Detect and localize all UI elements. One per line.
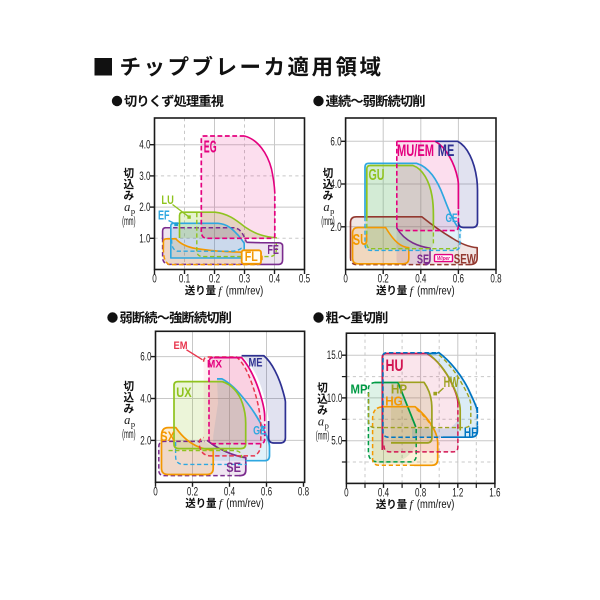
svg-text:f: f <box>409 497 414 511</box>
svg-text:0.2: 0.2 <box>187 487 198 499</box>
svg-text:0.8: 0.8 <box>490 274 501 286</box>
svg-text:2.0: 2.0 <box>140 435 151 447</box>
svg-text:ME: ME <box>438 141 455 160</box>
svg-text:a: a <box>318 414 324 428</box>
svg-text:10.0: 10.0 <box>327 393 343 405</box>
svg-text:p: p <box>131 206 135 216</box>
svg-text:GE: GE <box>253 424 266 438</box>
svg-text:GE: GE <box>446 211 458 225</box>
svg-text:0: 0 <box>153 487 158 499</box>
svg-text:0.4: 0.4 <box>269 274 281 286</box>
svg-text:SEW: SEW <box>454 251 476 266</box>
svg-text:SU: SU <box>353 232 368 249</box>
svg-text:2.0: 2.0 <box>330 222 341 234</box>
svg-text:f: f <box>218 283 223 297</box>
svg-text:1.2: 1.2 <box>452 488 463 500</box>
svg-text:4.0: 4.0 <box>140 394 151 406</box>
svg-text:p: p <box>330 206 334 216</box>
svg-text:5.0: 5.0 <box>331 436 342 448</box>
svg-text:(mm): (mm) <box>321 215 334 228</box>
svg-text:Wiper: Wiper <box>437 256 451 262</box>
svg-text:(mm/rev): (mm/rev) <box>417 285 455 297</box>
svg-text:0.4: 0.4 <box>378 488 390 500</box>
svg-text:6.0: 6.0 <box>140 352 151 364</box>
svg-text:0.6: 0.6 <box>453 274 464 286</box>
svg-text:(mm/rev): (mm/rev) <box>226 285 264 297</box>
svg-text:EF: EF <box>158 209 170 223</box>
svg-text:0.8: 0.8 <box>415 488 426 500</box>
svg-text:(mm/rev): (mm/rev) <box>417 499 455 511</box>
svg-text:1.6: 1.6 <box>489 488 500 500</box>
svg-text:0.1: 0.1 <box>179 274 190 286</box>
svg-text:6.0: 6.0 <box>330 136 341 148</box>
svg-text:0: 0 <box>343 274 348 286</box>
svg-text:FE: FE <box>267 242 279 257</box>
svg-text:MU/EM: MU/EM <box>397 141 434 160</box>
svg-text:f: f <box>219 496 224 510</box>
svg-text:0.2: 0.2 <box>378 274 389 286</box>
svg-text:a: a <box>124 200 130 214</box>
svg-text:LU: LU <box>161 193 173 207</box>
svg-text:SE: SE <box>417 251 429 266</box>
svg-text:UX: UX <box>176 384 192 400</box>
svg-text:HF: HF <box>464 424 477 440</box>
svg-text:HW: HW <box>444 375 459 391</box>
svg-text:1.0: 1.0 <box>139 233 150 245</box>
svg-text:HG: HG <box>385 395 403 409</box>
svg-text:a: a <box>323 200 329 214</box>
svg-text:0: 0 <box>152 274 157 286</box>
svg-text:HP: HP <box>391 381 407 396</box>
svg-text:0.4: 0.4 <box>224 487 236 499</box>
svg-text:4.0: 4.0 <box>330 179 341 191</box>
svg-text:GU: GU <box>369 167 385 184</box>
svg-text:FL: FL <box>245 249 258 264</box>
svg-text:SE: SE <box>226 459 241 475</box>
svg-text:2.0: 2.0 <box>139 202 150 214</box>
svg-text:15.0: 15.0 <box>327 350 343 362</box>
svg-text:EM: EM <box>174 340 188 352</box>
svg-text:3.0: 3.0 <box>139 171 150 183</box>
svg-text:0: 0 <box>344 488 349 500</box>
svg-text:(mm): (mm) <box>316 429 329 442</box>
svg-text:MP: MP <box>351 381 368 396</box>
svg-text:MX: MX <box>207 358 223 370</box>
svg-text:0.2: 0.2 <box>209 274 220 286</box>
svg-text:0.4: 0.4 <box>415 274 427 286</box>
svg-text:4.0: 4.0 <box>139 140 150 152</box>
svg-text:0.8: 0.8 <box>298 487 309 499</box>
svg-text:HU: HU <box>386 356 404 375</box>
svg-text:0.5: 0.5 <box>299 274 310 286</box>
svg-text:(mm): (mm) <box>122 428 135 441</box>
svg-text:f: f <box>410 283 415 297</box>
svg-text:0.6: 0.6 <box>261 487 272 499</box>
svg-text:EG: EG <box>204 136 217 156</box>
svg-text:(mm/rev): (mm/rev) <box>226 498 264 510</box>
svg-text:p: p <box>131 419 135 429</box>
svg-text:ME: ME <box>249 356 263 370</box>
svg-text:p: p <box>325 420 329 430</box>
svg-text:SX: SX <box>160 428 175 444</box>
svg-text:a: a <box>124 413 130 427</box>
svg-text:0.3: 0.3 <box>239 274 250 286</box>
svg-text:(mm): (mm) <box>122 215 135 228</box>
